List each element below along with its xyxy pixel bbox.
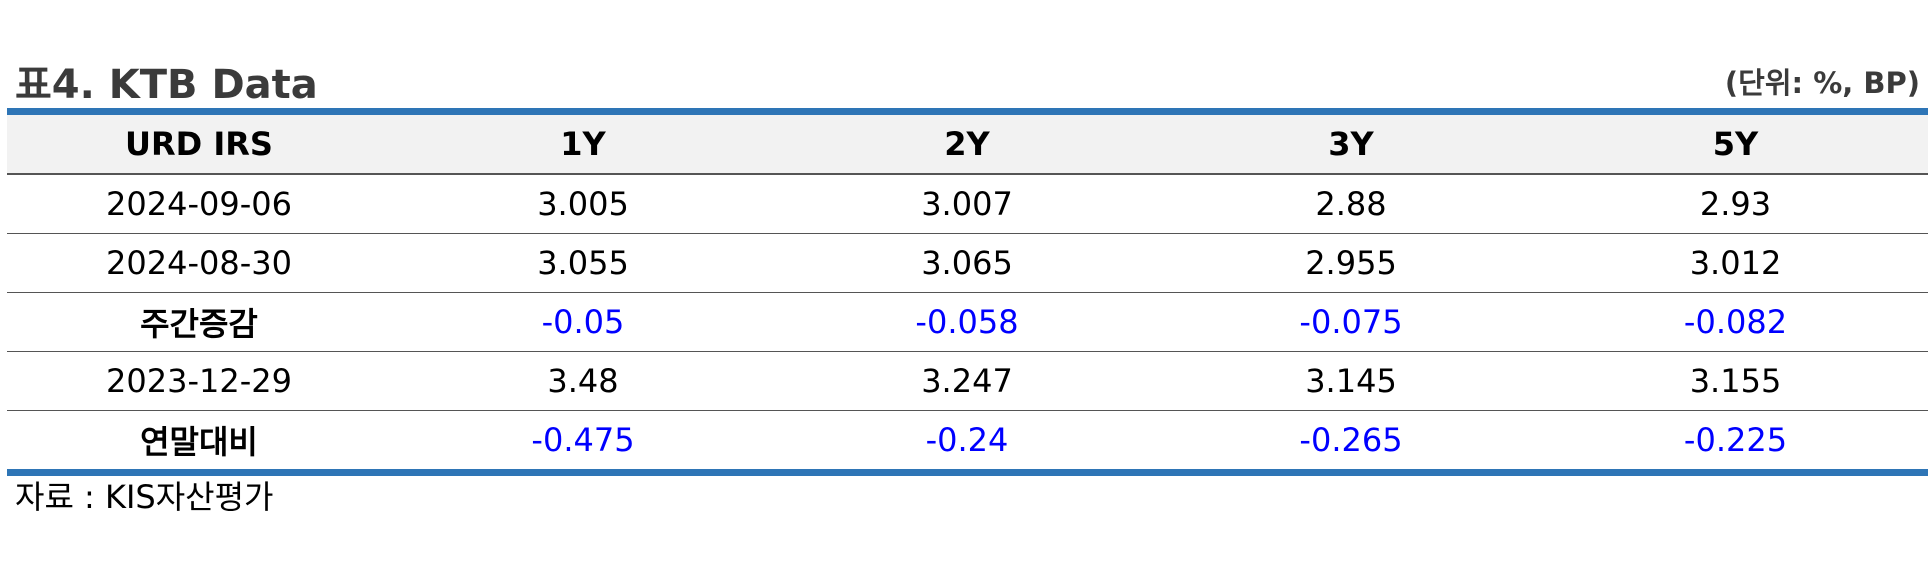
value-cell: 3.247: [775, 351, 1159, 411]
value-cell: 2.955: [1159, 233, 1543, 293]
table-row: 2023-12-29 3.48 3.247 3.145 3.155: [7, 351, 1928, 411]
change-value-cell: -0.05: [391, 292, 775, 352]
value-cell: 3.065: [775, 233, 1159, 293]
value-cell: 3.007: [775, 174, 1159, 234]
change-value-cell: -0.265: [1299, 421, 1403, 459]
column-header-label: URD IRS: [7, 111, 391, 175]
table-row: 주간증감 -0.05 -0.058 -0.075 -0.082: [7, 292, 1928, 352]
row-label: 2024-08-30: [7, 233, 391, 293]
change-value-cell: -0.082: [1543, 292, 1928, 352]
unit-note: (단위: %, BP): [1724, 66, 1920, 100]
value-cell: 3.155: [1543, 351, 1928, 411]
row-label: 2023-12-29: [7, 351, 391, 411]
source-note: 자료 : KIS자산평가: [15, 478, 274, 516]
ktb-data-table: URD IRS 1Y 2Y 3Y 5Y 2024-09-06 3.005 3.0…: [7, 108, 1928, 476]
value-cell: 3.145: [1159, 351, 1543, 411]
column-header-2y: 2Y: [775, 111, 1159, 175]
table-header: 표4. KTB Data (단위: %, BP): [15, 52, 1920, 108]
column-header-3y: 3Y: [1159, 111, 1543, 175]
table-row: 2024-08-30 3.055 3.065 2.955 3.012: [7, 233, 1928, 293]
row-label: 주간증감: [7, 292, 391, 352]
value-cell: 3.005: [391, 174, 775, 234]
value-cell: 2.88: [1159, 174, 1543, 234]
column-header-1y: 1Y: [391, 111, 775, 175]
change-value-cell: -0.058: [775, 292, 1159, 352]
table-row: 2024-09-06 3.005 3.007 2.88 2.93: [7, 174, 1928, 234]
table-row: 연말대비 -0.475 -0.24 -0.265 -0.225: [7, 411, 1928, 473]
value-cell: 3.012: [1543, 233, 1928, 293]
row-label: 2024-09-06: [7, 174, 391, 234]
change-value-cell: -0.24: [925, 421, 1009, 459]
row-label: 연말대비: [140, 423, 258, 461]
change-value-cell: -0.475: [531, 421, 635, 459]
change-value-cell: -0.075: [1159, 292, 1543, 352]
table-header-row: URD IRS 1Y 2Y 3Y 5Y: [7, 111, 1928, 175]
value-cell: 3.055: [391, 233, 775, 293]
change-value-cell: -0.225: [1683, 421, 1788, 459]
value-cell: 2.93: [1543, 174, 1928, 234]
value-cell: 3.48: [391, 351, 775, 411]
table-title: 표4. KTB Data: [15, 62, 318, 108]
column-header-5y: 5Y: [1543, 111, 1928, 175]
